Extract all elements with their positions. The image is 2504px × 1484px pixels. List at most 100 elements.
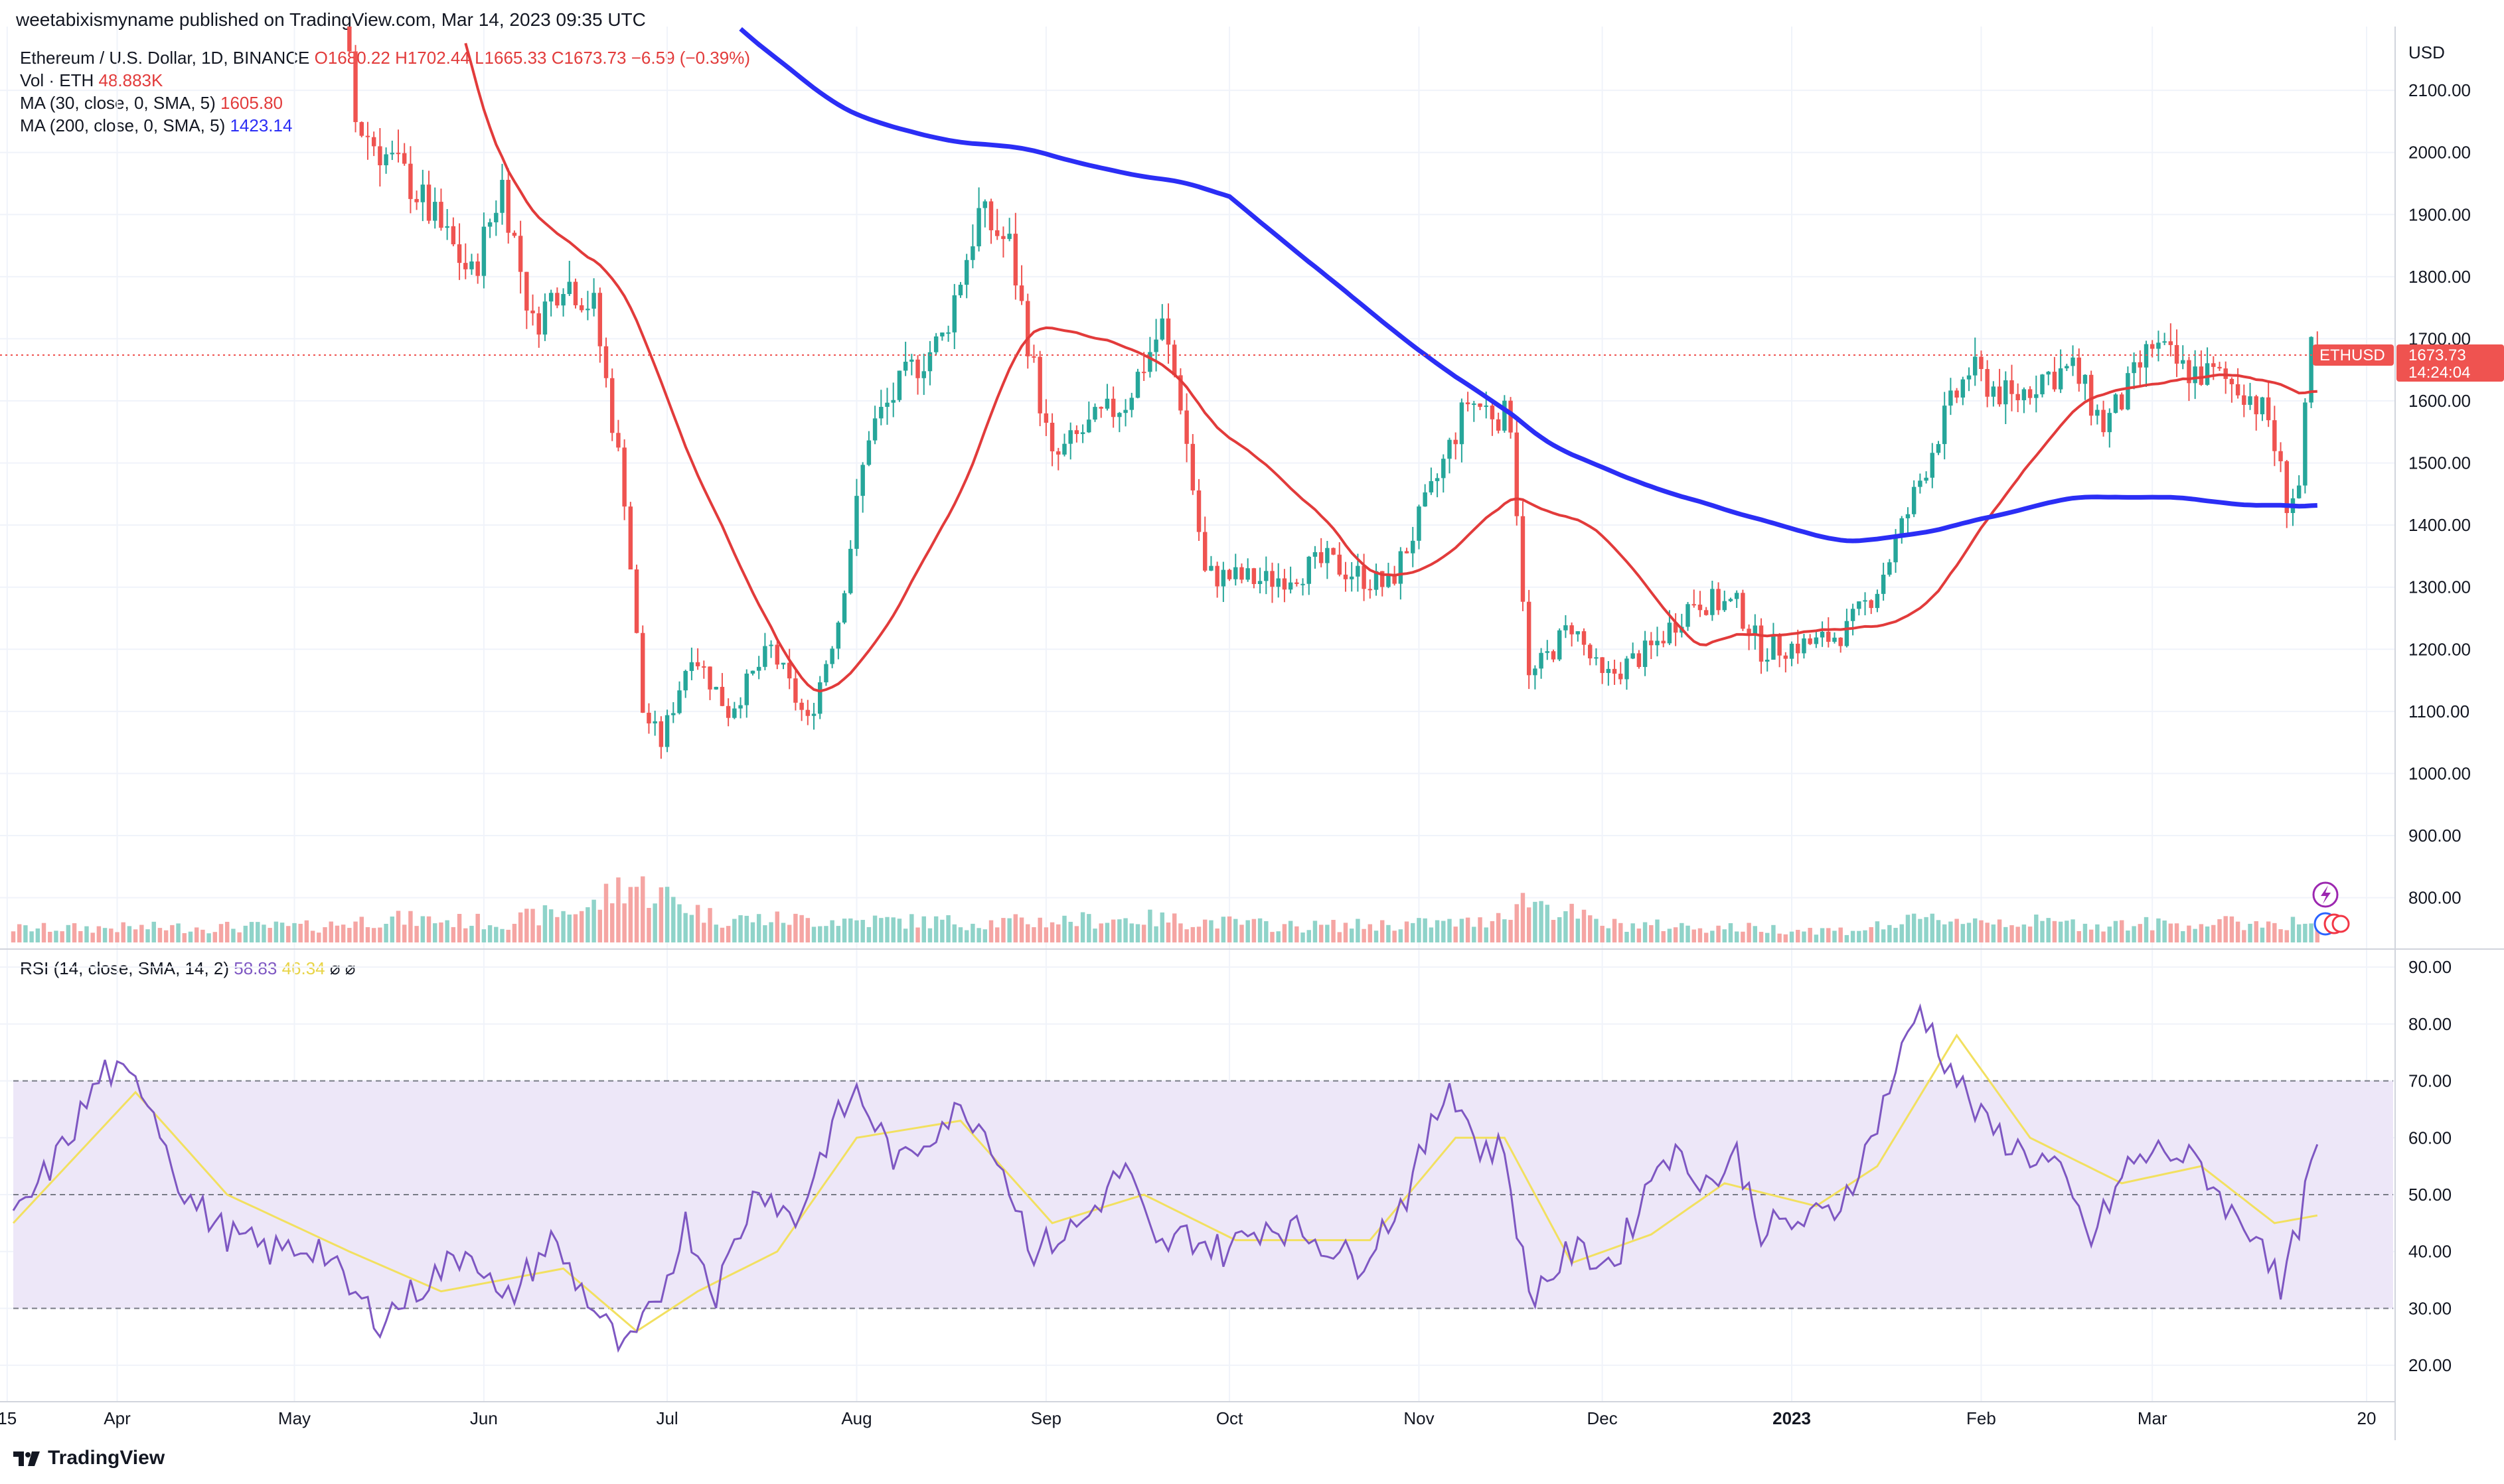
rsi-legend: RSI (14, close, SMA, 14, 2) 58.83 46.34 …: [20, 958, 355, 979]
volume-bar: [353, 921, 358, 942]
candle-body: [2242, 395, 2246, 405]
candle-body: [866, 440, 872, 465]
volume-bar: [750, 922, 755, 942]
volume-bar: [1056, 924, 1061, 942]
candle-body: [2082, 374, 2088, 384]
candle-body: [2095, 409, 2100, 416]
price-tag-value: 1673.73: [2408, 346, 2466, 364]
event-markers[interactable]: [2312, 881, 2350, 936]
candle-body: [1392, 575, 1397, 584]
candle-body: [689, 662, 694, 671]
volume-bar: [2027, 927, 2033, 942]
rsi-label[interactable]: RSI (14, close, SMA, 14, 2): [20, 958, 230, 978]
volume-bar: [964, 930, 969, 942]
candle-body: [1306, 556, 1311, 584]
candle-body: [1160, 318, 1165, 340]
volume-bar: [487, 925, 493, 942]
ma200-row: MA (200, close, 0, SMA, 5) 1423.14: [20, 114, 750, 137]
candle-body: [1985, 369, 1990, 397]
candle-body: [897, 370, 902, 400]
volume-bar: [555, 917, 560, 942]
candle-body: [365, 135, 370, 137]
candle-body: [714, 686, 718, 690]
ma200-label[interactable]: MA (200, close, 0, SMA, 5): [20, 115, 226, 135]
volume-bar: [695, 905, 700, 942]
symbol-label[interactable]: Ethereum / U.S. Dollar, 1D, BINANCE: [20, 48, 310, 68]
candle-body: [1533, 668, 1537, 676]
volume-bar: [1502, 919, 1507, 942]
candle-body: [1771, 635, 1776, 660]
candle-body: [1135, 372, 1140, 398]
volume-bar: [2009, 925, 2014, 942]
volume-bar: [2168, 923, 2173, 942]
candle-body: [1618, 674, 1623, 680]
volume-bar: [200, 929, 205, 942]
candle-body: [1257, 581, 1263, 585]
volume-bar: [54, 930, 58, 942]
candle-body: [1741, 593, 1745, 629]
candle-body: [982, 201, 988, 208]
candle-body: [2009, 380, 2014, 394]
price-tick-label: 1500.00: [2408, 453, 2471, 473]
volume-bar: [1649, 925, 1654, 942]
candle-body: [995, 230, 1000, 236]
volume-bar: [872, 915, 878, 942]
candle-body: [750, 670, 755, 674]
volume-bar: [1019, 917, 1024, 942]
volume-bar: [622, 903, 627, 942]
tradingview-logo[interactable]: TradingView: [13, 1447, 165, 1469]
rsi-tick-label: 30.00: [2408, 1298, 2452, 1318]
volume-bar: [1300, 932, 1305, 942]
volume-bar: [1123, 918, 1128, 942]
volume-bar: [2217, 919, 2222, 942]
candle-body: [1802, 638, 1806, 654]
volume-bar: [225, 921, 230, 942]
time-tick-label: Nov: [1403, 1408, 1434, 1428]
candle-body: [2235, 384, 2240, 396]
volume-bar: [2040, 921, 2045, 942]
volume-bar: [1099, 923, 1103, 942]
volume-bar: [1141, 925, 1146, 942]
volume-bar: [1979, 920, 1984, 942]
volume-bar: [1117, 919, 1122, 942]
volume-bar: [1642, 922, 1648, 942]
volume-bar: [1349, 928, 1354, 942]
time-tick-label: Feb: [1966, 1408, 1996, 1428]
candle-body: [1239, 567, 1244, 580]
price-tick-label: 900.00: [2408, 826, 2462, 846]
volume-bar: [1606, 928, 1611, 942]
volume-bar: [866, 927, 872, 942]
candle-body: [1649, 640, 1654, 646]
candle-body: [1863, 600, 1867, 602]
candle-body: [347, 27, 352, 52]
volume-bar: [1685, 925, 1690, 942]
volume-bar: [188, 931, 193, 942]
volume-bar: [1887, 925, 1892, 942]
rsi-visibility-icons[interactable]: ⌀ ⌀: [329, 958, 356, 978]
volume-bar: [2052, 921, 2057, 942]
candle-body: [2211, 363, 2216, 367]
volume-label[interactable]: Vol · ETH: [20, 70, 94, 90]
candle-body: [2071, 357, 2075, 366]
volume-bar: [439, 922, 443, 942]
candle-body: [1759, 625, 1764, 662]
volume-bar: [1062, 915, 1067, 942]
candle-body: [518, 236, 523, 272]
candle-body: [2193, 366, 2197, 384]
volume-bar: [1557, 917, 1562, 942]
volume-bar: [1111, 919, 1116, 942]
candle-body: [1979, 356, 1984, 370]
volume-bar: [157, 928, 163, 942]
volume-bar: [738, 915, 743, 942]
price-tag[interactable]: ETHUSD 1673.73 14:24:04: [2313, 344, 2504, 382]
volume-bar: [763, 925, 767, 942]
candle-body: [512, 232, 517, 236]
volume-bar: [1190, 927, 1196, 942]
candle-body: [463, 263, 468, 269]
volume-bar: [756, 914, 761, 942]
candle-body: [2248, 396, 2252, 405]
time-tick-label: Mar: [2138, 1408, 2167, 1428]
candle-body: [799, 702, 804, 710]
candle-body: [1569, 625, 1574, 634]
